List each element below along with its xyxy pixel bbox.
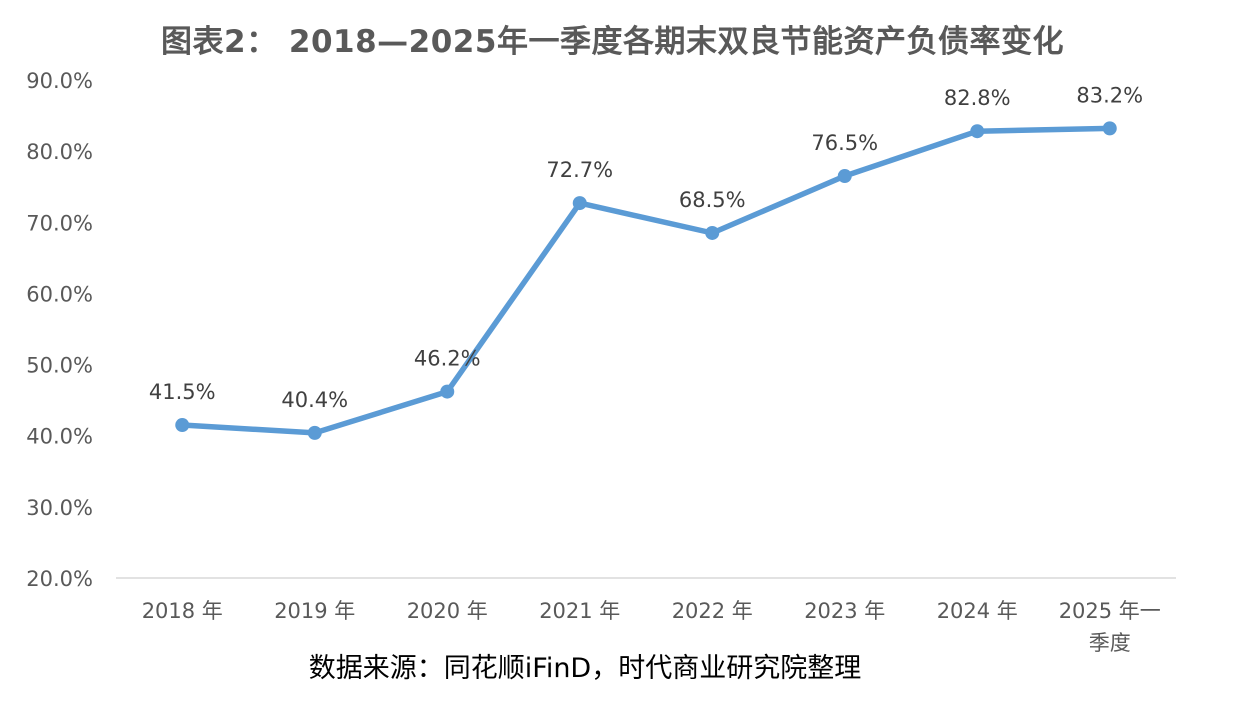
y-tick-label: 90.0% — [26, 69, 93, 93]
data-label: 41.5% — [149, 380, 216, 404]
data-point — [837, 169, 852, 184]
data-label: 83.2% — [1076, 83, 1143, 107]
data-point — [440, 384, 455, 399]
x-tick-label: 2019 年 — [274, 599, 355, 623]
x-tick-label: 2024 年 — [937, 599, 1018, 623]
data-label: 82.8% — [944, 86, 1011, 110]
x-tick-label: 2022 年 — [672, 599, 753, 623]
x-tick-label: 2018 年 — [142, 599, 223, 623]
x-tick-label: 2020 年 — [407, 599, 488, 623]
x-tick-label: 2025 年一季度 — [1059, 599, 1161, 655]
data-point — [1102, 121, 1117, 136]
y-tick-label: 20.0% — [26, 567, 93, 591]
y-tick-label: 30.0% — [26, 496, 93, 520]
chart-source: 数据来源：同花顺iFinD，时代商业研究院整理 — [308, 653, 862, 684]
data-label: 72.7% — [546, 158, 613, 182]
data-label: 76.5% — [811, 131, 878, 155]
data-label: 46.2% — [414, 347, 481, 371]
y-tick-label: 60.0% — [26, 282, 93, 306]
series-debt-ratio — [175, 121, 1117, 440]
data-point — [970, 124, 985, 139]
y-tick-label: 50.0% — [26, 354, 93, 378]
data-point — [307, 425, 322, 440]
data-label: 40.4% — [281, 388, 348, 412]
data-point — [705, 225, 720, 240]
y-tick-label: 40.0% — [26, 425, 93, 449]
y-tick-label: 80.0% — [26, 140, 93, 164]
x-tick-label: 2021 年 — [539, 599, 620, 623]
x-axis-ticks: 2018 年 2019 年 2020 年 2021 年 2022 年 2023 年 2024… — [142, 599, 1161, 655]
series-line — [179, 125, 1113, 436]
chart-title: 图表2： 2018—2025年一季度各期末双良节能资产负债率变化 — [161, 24, 1064, 60]
data-point — [572, 196, 587, 211]
y-tick-label: 70.0% — [26, 211, 93, 235]
data-label: 68.5% — [679, 188, 746, 212]
x-tick-label: 2023 年 — [804, 599, 885, 623]
data-labels: 41.5% 40.4% 46.2% 72.7% 68.5% 76.5% 82.8% 83.2% — [149, 83, 1143, 411]
y-axis-ticks: 20.0% 30.0% 40.0% 50.0% 60.0% 70.0% 80.0% 90.0% — [26, 69, 93, 591]
data-point — [175, 418, 190, 433]
